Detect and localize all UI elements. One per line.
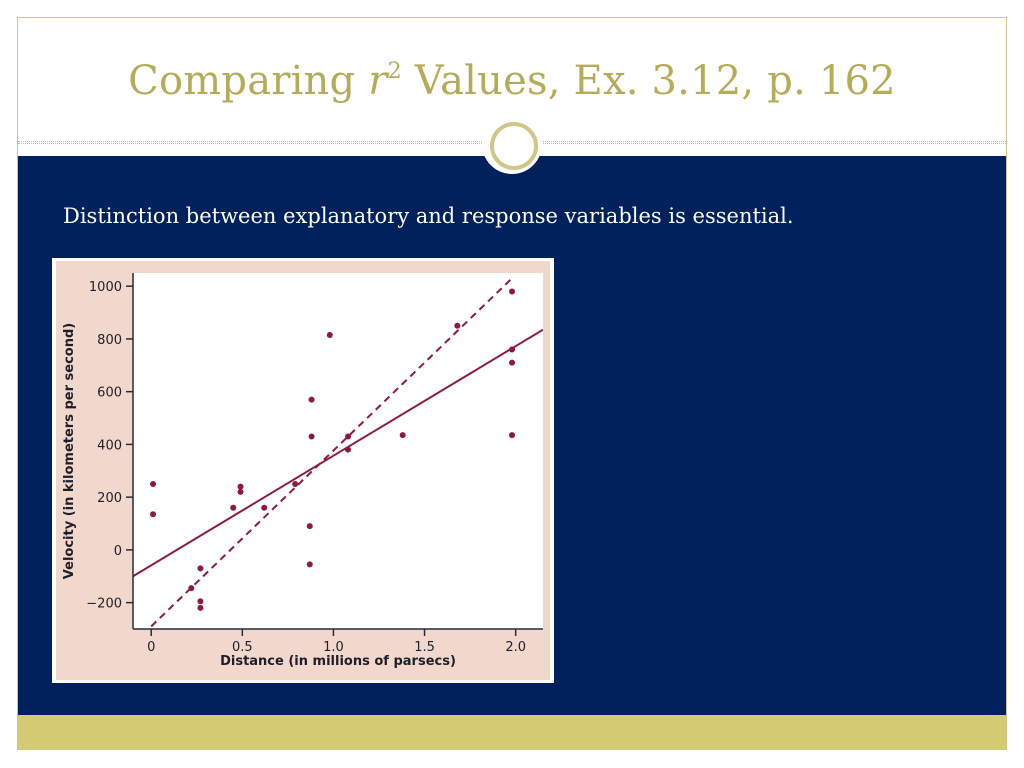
data-point — [345, 446, 352, 453]
data-point — [188, 585, 195, 592]
data-point — [509, 288, 516, 295]
x-tick-label: 1.0 — [323, 640, 344, 655]
y-axis-title: Velocity (in kilometers per second) — [62, 323, 77, 579]
x-tick-label: 1.5 — [414, 640, 435, 655]
data-point — [399, 432, 406, 439]
data-point — [308, 396, 315, 403]
data-point — [308, 433, 315, 440]
y-tick-label: 400 — [97, 438, 122, 453]
plot-area — [133, 273, 543, 629]
title-r-symbol: r — [368, 58, 388, 104]
data-point — [509, 359, 516, 366]
scatter-chart: 1000 800 600 400 200 0 −200 0 0.5 1.0 1.5 2.0 Dista… — [56, 261, 550, 680]
title-text-before: Comparing — [128, 58, 369, 104]
data-point — [509, 346, 516, 353]
data-point — [345, 433, 352, 440]
chart-panel: 1000 800 600 400 200 0 −200 0 0.5 1.0 1.5 2.0 Dista… — [52, 258, 554, 683]
data-point — [261, 504, 268, 511]
body-text: Distinction between explanatory and resp… — [63, 204, 794, 228]
y-tick-label: 0 — [114, 544, 122, 559]
data-point — [306, 561, 313, 568]
data-point — [150, 480, 157, 487]
data-point — [197, 604, 204, 611]
y-tick-label: 200 — [97, 491, 122, 506]
data-point — [509, 432, 516, 439]
data-point — [237, 488, 244, 495]
data-point — [230, 504, 237, 511]
divider-ring-icon — [490, 122, 538, 170]
data-point — [197, 598, 204, 605]
data-point — [292, 480, 299, 487]
title-text-after: Values, Ex. 3.12, p. 162 — [401, 58, 896, 104]
data-point — [454, 322, 461, 329]
y-tick-label: 1000 — [89, 280, 122, 295]
data-point — [306, 523, 313, 530]
x-tick-label: 0.5 — [232, 640, 253, 655]
solid-regression-line — [133, 328, 543, 578]
y-tick-label: 600 — [97, 386, 122, 401]
accent-band — [18, 715, 1006, 750]
data-point — [150, 511, 157, 518]
y-tick-label: 800 — [97, 333, 122, 348]
data-point — [326, 331, 333, 338]
y-tick-label: −200 — [86, 597, 122, 612]
x-tick-label: 2.0 — [505, 640, 526, 655]
data-point — [197, 565, 204, 572]
x-axis-title: Distance (in millions of parsecs) — [220, 654, 456, 669]
data-point — [237, 483, 244, 490]
x-tick-label: 0 — [147, 640, 155, 655]
slide-title: Comparing r2 Values, Ex. 3.12, p. 162 — [18, 58, 1006, 104]
title-superscript: 2 — [387, 59, 402, 84]
